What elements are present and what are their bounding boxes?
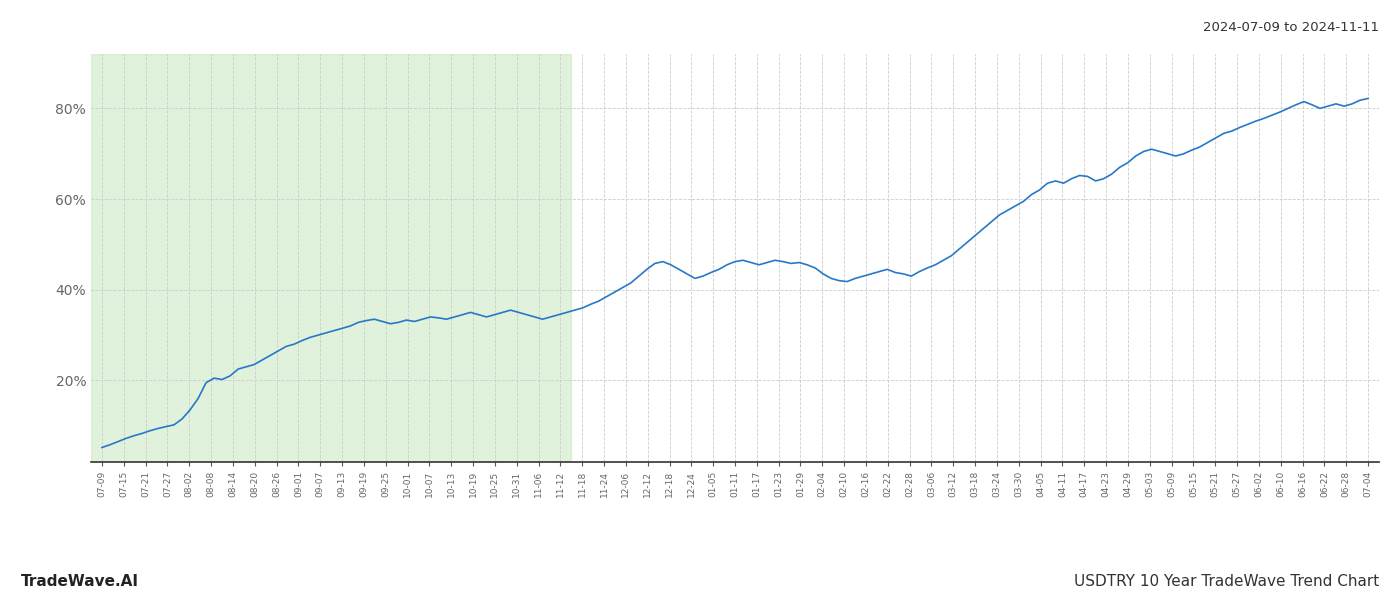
Bar — [91, 54, 571, 462]
Text: TradeWave.AI: TradeWave.AI — [21, 574, 139, 589]
Text: 2024-07-09 to 2024-11-11: 2024-07-09 to 2024-11-11 — [1203, 21, 1379, 34]
Text: USDTRY 10 Year TradeWave Trend Chart: USDTRY 10 Year TradeWave Trend Chart — [1074, 574, 1379, 589]
